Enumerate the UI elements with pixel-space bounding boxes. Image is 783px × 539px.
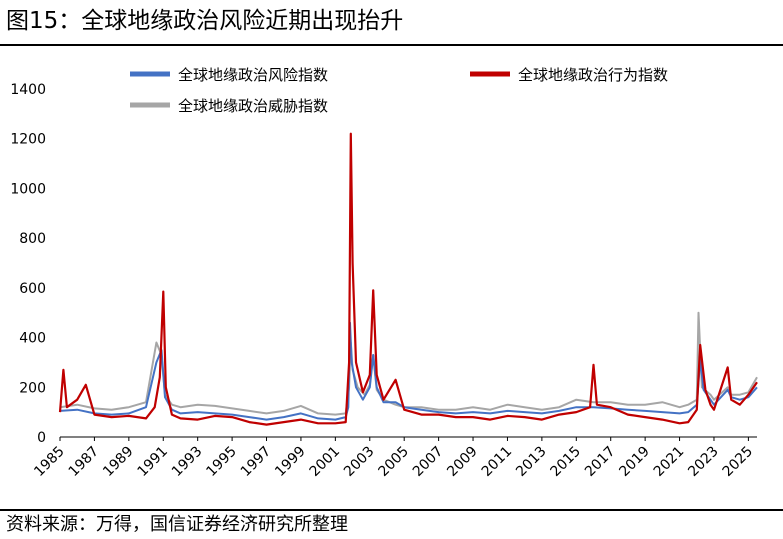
y-tick-label: 600 [19,281,46,297]
source-note: 资料来源：万得，国信证券经济研究所整理 [6,514,348,535]
y-tick-label: 1200 [10,132,46,148]
legend-label-2: 全球地缘政治威胁指数 [178,97,328,115]
y-tick-label: 1000 [10,181,46,197]
x-tick-label: 1993 [169,443,206,480]
x-tick-label: 2009 [444,443,481,480]
x-tick-label: 2019 [616,443,653,480]
x-tick-label: 1999 [272,443,309,480]
title-divider [0,44,783,46]
legend-label-1: 全球地缘政治行为指数 [518,66,668,84]
x-tick-label: 2023 [685,443,722,480]
x-tick-label: 2005 [375,443,412,480]
series-line-1 [58,132,758,426]
x-tick-label: 2001 [307,443,344,480]
x-tick-label: 2015 [548,443,585,480]
x-tick-label: 2007 [410,443,447,480]
y-tick-label: 400 [19,331,46,347]
y-tick-label: 1400 [10,82,46,98]
y-tick-label: 800 [19,231,46,247]
y-tick-label: 200 [19,380,46,396]
x-tick-label: 1995 [203,443,240,480]
chart-title: 图15：全球地缘政治风险近期出现抬升 [6,8,404,34]
legend-label-0: 全球地缘政治风险指数 [178,66,328,84]
x-tick-label: 2021 [651,443,688,480]
x-tick-label: 1989 [100,443,137,480]
x-tick-label: 2025 [720,443,757,480]
x-tick-label: 2003 [341,443,378,480]
x-tick-label: 1985 [31,443,68,480]
x-tick-label: 2013 [513,443,550,480]
series-line-0 [59,321,758,421]
x-tick-label: 2011 [479,443,516,480]
series-layer [58,132,758,426]
y-tick-label: 0 [37,430,46,446]
x-axis: 1985198719891991199319951997199920012003… [31,436,757,480]
y-axis: 0 200 400 600 800 1000 1200 1400 [10,82,46,446]
x-tick-label: 1987 [66,443,103,480]
x-tick-label: 1997 [238,443,275,480]
source-divider [0,509,783,511]
x-tick-label: 2017 [582,443,619,480]
x-tick-label: 1991 [135,443,172,480]
